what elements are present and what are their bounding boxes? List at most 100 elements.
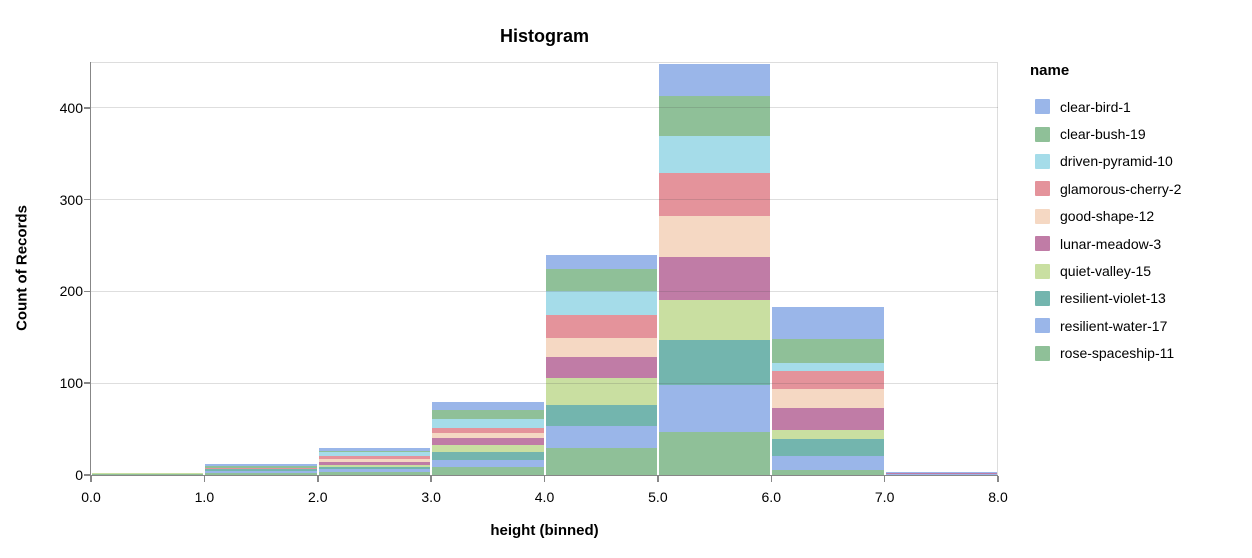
bar-segment-rose-spaceship-11 (772, 470, 884, 475)
bar-segment-lunar-meadow-3 (658, 257, 771, 300)
y-tick-label: 100 (59, 375, 83, 392)
bar-segment-quiet-valley-15 (772, 429, 884, 440)
legend-swatch-icon (1035, 318, 1050, 334)
bar-segment-rose-spaceship-11 (205, 473, 317, 475)
bar-segment-glamorous-cherry-2 (545, 315, 657, 339)
bar-segment-rose-spaceship-11 (658, 431, 771, 475)
y-axis-line (89, 62, 91, 476)
legend-item-quiet-valley-15: quiet-valley-15 (1030, 257, 1245, 284)
legend-swatch-icon (1035, 345, 1050, 361)
legend-item-lunar-meadow-3: lunar-meadow-3 (1030, 230, 1245, 257)
bar-segment-clear-bush-19 (772, 339, 884, 364)
legend-item-driven-pyramid-10: driven-pyramid-10 (1030, 148, 1245, 175)
bar-segment-resilient-violet-13 (658, 340, 771, 385)
bar-segment-resilient-violet-13 (205, 469, 317, 472)
bar-segment-resilient-water-17 (205, 471, 317, 474)
bar-segment-lunar-meadow-3 (885, 473, 997, 475)
gridline-y-200 (91, 290, 998, 292)
x-tick-label: 8.0 (988, 489, 1008, 505)
legend-item-resilient-water-17: resilient-water-17 (1030, 312, 1245, 339)
y-tick-mark (84, 198, 90, 201)
y-tick-label: 300 (59, 191, 83, 208)
legend-swatch-icon (1035, 236, 1050, 252)
plot-border-top (91, 62, 998, 63)
bar-segment-clear-bird-1 (658, 63, 771, 96)
x-tick-mark (770, 476, 772, 482)
x-tick-mark (543, 476, 546, 482)
bar-segment-lunar-meadow-3 (318, 462, 431, 465)
y-axis-title: Count of Records (13, 205, 31, 331)
legend-label: resilient-water-17 (1060, 317, 1168, 334)
y-tick-label: 400 (59, 99, 83, 116)
x-axis-title: height (binned) (490, 522, 599, 539)
legend-label: driven-pyramid-10 (1060, 153, 1173, 170)
bar-segment-resilient-water-17 (318, 469, 431, 473)
bar-segment-clear-bush-19 (205, 465, 317, 468)
bar-segment-quiet-valley-15 (658, 299, 771, 341)
legend: name clear-bird-1 clear-bush-19 driven-pyr… (1030, 62, 1245, 367)
bar-segment-glamorous-cherry-2 (772, 371, 884, 389)
histogram-bar-bin-4-5 (545, 254, 657, 475)
bar-segment-clear-bush-19 (545, 269, 657, 292)
bar-segment-clear-bird-1 (432, 401, 544, 410)
legend-label: clear-bush-19 (1060, 126, 1146, 143)
legend-label: rose-spaceship-11 (1060, 345, 1175, 362)
y-tick-mark (84, 107, 90, 109)
legend-swatch-icon (1035, 99, 1050, 115)
x-tick-label: 6.0 (761, 489, 781, 505)
bar-segment-quiet-valley-15 (92, 473, 204, 475)
x-tick-mark (657, 476, 659, 482)
x-tick-label: 1.0 (194, 489, 215, 505)
bar-segment-driven-pyramid-10 (318, 452, 431, 456)
legend-label: clear-bird-1 (1060, 98, 1131, 115)
x-tick-label: 7.0 (874, 489, 895, 505)
histogram-bar-bin-1-2 (205, 464, 317, 475)
bar-segment-resilient-water-17 (545, 426, 657, 449)
legend-swatch-icon (1035, 208, 1050, 224)
bar-segment-lunar-meadow-3 (432, 438, 544, 445)
legend-rows: clear-bird-1 clear-bush-19 driven-pyramid-… (1030, 93, 1245, 367)
x-tick-mark (997, 476, 999, 482)
x-axis-line (89, 474, 998, 476)
plot-area (91, 62, 998, 475)
histogram-bar-bin-6-7 (772, 307, 884, 475)
bar-segment-glamorous-cherry-2 (658, 173, 771, 217)
bar-segment-resilient-water-17 (658, 385, 771, 432)
bar-segment-glamorous-cherry-2 (318, 455, 431, 460)
bar-segment-clear-bird-1 (318, 448, 431, 452)
x-tick-label: 2.0 (308, 489, 328, 505)
bar-segment-good-shape-12 (658, 216, 771, 258)
y-tick-mark (84, 290, 90, 293)
bar-segment-clear-bird-1 (545, 254, 657, 270)
legend-label: resilient-violet-13 (1060, 290, 1166, 307)
legend-label: glamorous-cherry-2 (1060, 180, 1182, 197)
x-tick-mark (883, 476, 886, 482)
bar-segment-lunar-meadow-3 (772, 407, 884, 430)
bar-segment-quiet-valley-15 (545, 377, 657, 406)
bar-segment-rose-spaceship-11 (432, 466, 544, 475)
bar-segment-lunar-meadow-3 (545, 357, 657, 378)
x-tick-label: 4.0 (534, 489, 555, 505)
gridline-y-300 (91, 199, 998, 201)
x-tick-mark (90, 476, 92, 482)
gridline-y-400 (91, 107, 998, 109)
bar-segment-glamorous-cherry-2 (205, 467, 317, 470)
bar-segment-quiet-valley-15 (432, 444, 544, 452)
x-tick-mark (430, 476, 432, 482)
bar-segment-driven-pyramid-10 (772, 363, 884, 372)
legend-item-good-shape-12: good-shape-12 (1030, 203, 1245, 230)
y-tick-mark (84, 382, 90, 384)
bar-segment-glamorous-cherry-2 (432, 428, 544, 433)
bar-segment-driven-pyramid-10 (545, 291, 657, 316)
bar-segment-driven-pyramid-10 (432, 419, 544, 429)
bar-segment-clear-bird-1 (772, 307, 884, 340)
bar-segment-good-shape-12 (318, 459, 431, 463)
bar-segment-driven-pyramid-10 (658, 136, 771, 174)
histogram-bar-bin-2-3 (318, 448, 431, 475)
bar-segment-good-shape-12 (772, 388, 884, 408)
histogram-bar-bin-5-6 (658, 63, 771, 475)
legend-item-rose-spaceship-11: rose-spaceship-11 (1030, 340, 1245, 367)
y-tick-label: 200 (59, 283, 83, 300)
x-tick-mark (203, 476, 206, 482)
y-tick-label: 0 (75, 467, 83, 483)
